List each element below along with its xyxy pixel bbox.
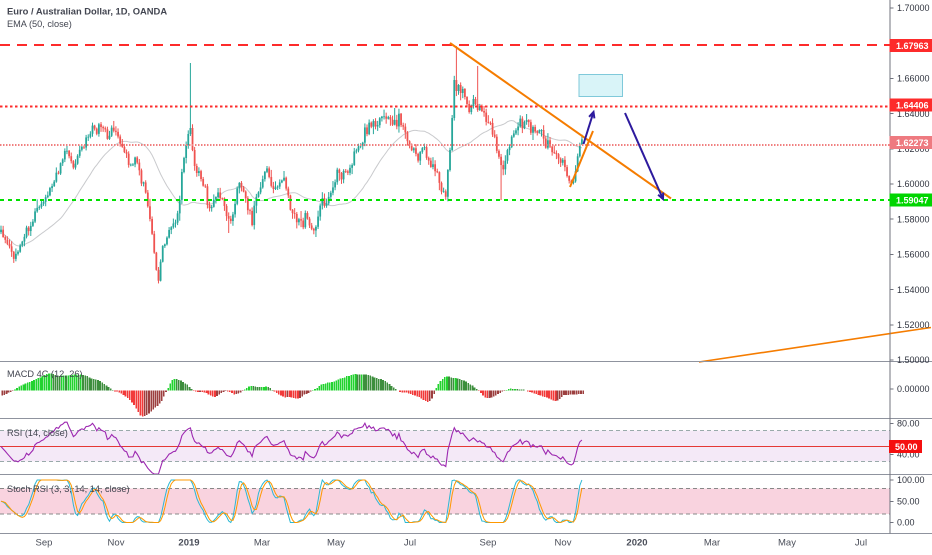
- svg-text:50.00: 50.00: [895, 442, 918, 452]
- svg-text:May: May: [327, 538, 345, 549]
- svg-text:Jul: Jul: [855, 538, 867, 549]
- svg-text:80.00: 80.00: [897, 418, 920, 428]
- svg-text:Mar: Mar: [704, 538, 720, 549]
- svg-text:1.66000: 1.66000: [897, 74, 930, 84]
- svg-text:0.00: 0.00: [897, 518, 915, 528]
- svg-text:Nov: Nov: [108, 538, 125, 549]
- svg-text:EMA (50, close): EMA (50, close): [7, 19, 72, 29]
- svg-text:1.64406: 1.64406: [896, 100, 929, 110]
- svg-text:1.56000: 1.56000: [897, 250, 930, 260]
- svg-text:1.59047: 1.59047: [896, 195, 929, 205]
- svg-text:50.00: 50.00: [897, 497, 920, 507]
- svg-text:Jul: Jul: [404, 538, 416, 549]
- svg-text:Sep: Sep: [36, 538, 53, 549]
- svg-text:1.67963: 1.67963: [896, 41, 929, 51]
- svg-text:1.50000: 1.50000: [897, 355, 930, 365]
- svg-text:2020: 2020: [626, 538, 647, 549]
- svg-text:Sep: Sep: [480, 538, 497, 549]
- svg-text:2019: 2019: [178, 538, 199, 549]
- svg-text:Stoch RSI (3, 3, 14, 14, close: Stoch RSI (3, 3, 14, 14, close): [7, 484, 130, 494]
- svg-text:1.62273: 1.62273: [896, 138, 929, 148]
- svg-text:1.54000: 1.54000: [897, 285, 930, 295]
- svg-text:0.00000: 0.00000: [897, 384, 930, 394]
- svg-text:1.60000: 1.60000: [897, 179, 930, 189]
- svg-text:1.58000: 1.58000: [897, 214, 930, 224]
- svg-text:100.00: 100.00: [897, 475, 925, 485]
- svg-text:May: May: [778, 538, 796, 549]
- svg-text:MACD 4C (12, 26): MACD 4C (12, 26): [7, 369, 83, 379]
- svg-text:Mar: Mar: [254, 538, 270, 549]
- svg-text:Nov: Nov: [555, 538, 572, 549]
- svg-text:Euro / Australian Dollar, 1D,: Euro / Australian Dollar, 1D, OANDA: [7, 6, 167, 17]
- svg-text:1.52000: 1.52000: [897, 320, 930, 330]
- svg-text:1.70000: 1.70000: [897, 3, 930, 13]
- svg-text:RSI (14, close): RSI (14, close): [7, 428, 68, 438]
